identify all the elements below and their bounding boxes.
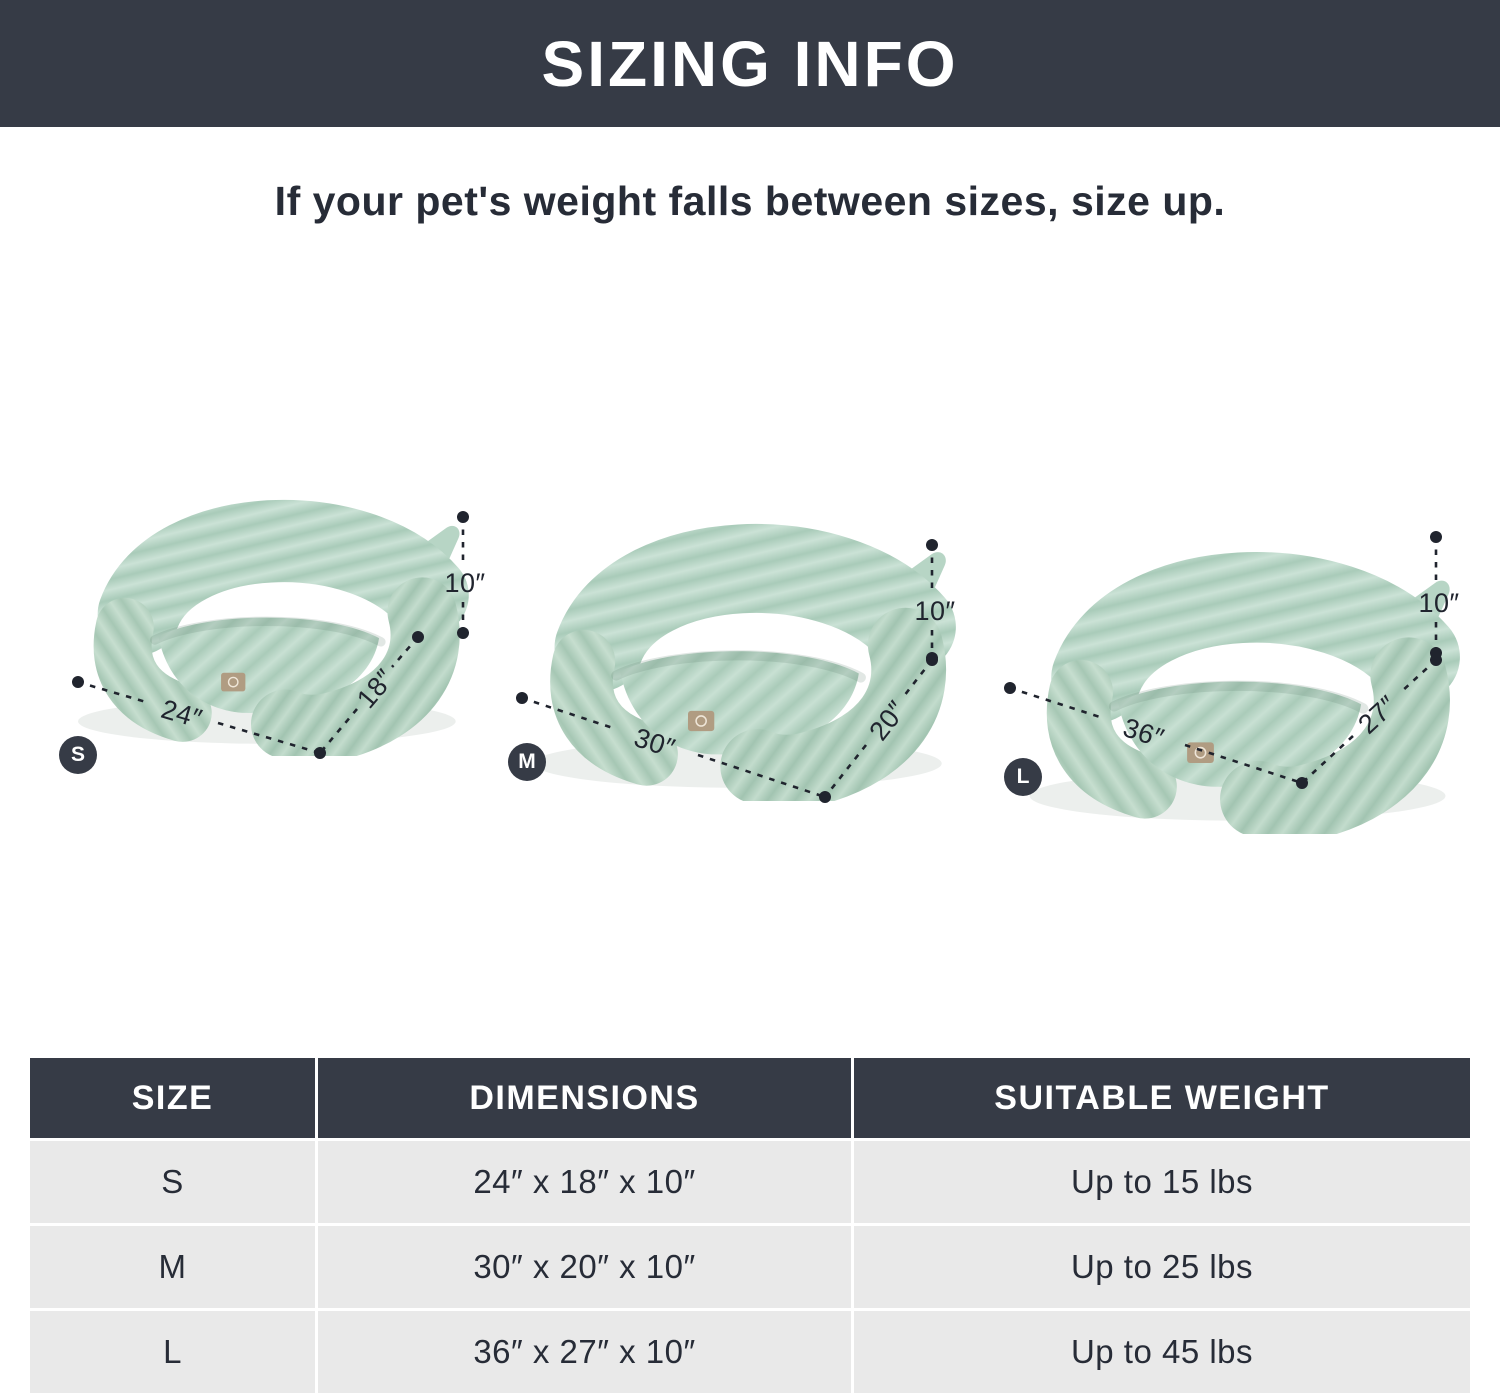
height-dimension-line: 10″	[444, 511, 485, 639]
dimension-annotations: 24″ 18″ 10″	[72, 511, 485, 759]
depth-dimension-label: 18″	[351, 663, 400, 714]
bed-diagram-small: 24″ 18″ 10″ S	[30, 430, 500, 830]
size-badge-letter: S	[70, 743, 85, 766]
depth-dimension-line: 18″	[319, 631, 424, 754]
height-dimension-line: 10″	[1418, 531, 1459, 659]
depth-dimension-label: 27″	[1352, 690, 1403, 740]
height-dimension-label: 10″	[914, 596, 955, 626]
table-cell-dimensions: 24″ x 18″ x 10″	[318, 1141, 851, 1223]
depth-dimension-line: 20″	[823, 654, 938, 798]
size-badge-medium: M	[508, 743, 546, 781]
size-badge-large: L	[1004, 758, 1042, 796]
table-cell-size: L	[30, 1311, 315, 1393]
table-header-size: SIZE	[30, 1058, 315, 1138]
height-dimension-label: 10″	[444, 568, 485, 598]
height-dimension-line: 10″	[914, 539, 955, 664]
page-title: SIZING INFO	[541, 27, 959, 100]
width-dimension-line: 24″	[72, 676, 326, 759]
table-cell-dimensions: 36″ x 27″ x 10″	[318, 1311, 851, 1393]
table-header-weight: SUITABLE WEIGHT	[854, 1058, 1470, 1138]
dimension-annotations: 30″ 20″ 10″	[516, 539, 955, 803]
depth-dimension-line: 27″	[1301, 654, 1442, 784]
table-header-dimensions: DIMENSIONS	[318, 1058, 851, 1138]
depth-dimension-label: 20″	[863, 695, 912, 746]
bed-diagram-medium: 30″ 20″ 10″ M	[495, 455, 975, 855]
size-badge-small: S	[59, 736, 97, 774]
width-dimension-label: 36″	[1120, 712, 1168, 753]
table-cell-size: S	[30, 1141, 315, 1223]
width-dimension-line: 30″	[516, 692, 831, 803]
table-cell-dimensions: 30″ x 20″ x 10″	[318, 1226, 851, 1308]
sizing-note: If your pet's weight falls between sizes…	[274, 178, 1226, 224]
table-cell-weight: Up to 15 lbs	[854, 1141, 1470, 1223]
dimension-annotations: 36″ 27″ 10″	[1004, 531, 1459, 789]
size-badge-letter: L	[1016, 765, 1030, 788]
width-dimension-label: 24″	[158, 694, 206, 734]
width-dimension-label: 30″	[630, 722, 678, 763]
table-cell-weight: Up to 25 lbs	[854, 1226, 1470, 1308]
size-badge-letter: M	[518, 750, 536, 773]
bed-diagram-large: 36″ 27″ 10″ L	[985, 480, 1490, 880]
table-cell-weight: Up to 45 lbs	[854, 1311, 1470, 1393]
width-dimension-line: 36″	[1004, 682, 1308, 789]
height-dimension-label: 10″	[1418, 588, 1459, 618]
sizing-table: SIZE DIMENSIONS SUITABLE WEIGHT S 24″ x …	[30, 1058, 1470, 1393]
table-cell-size: M	[30, 1226, 315, 1308]
header-banner: SIZING INFO	[0, 0, 1500, 127]
